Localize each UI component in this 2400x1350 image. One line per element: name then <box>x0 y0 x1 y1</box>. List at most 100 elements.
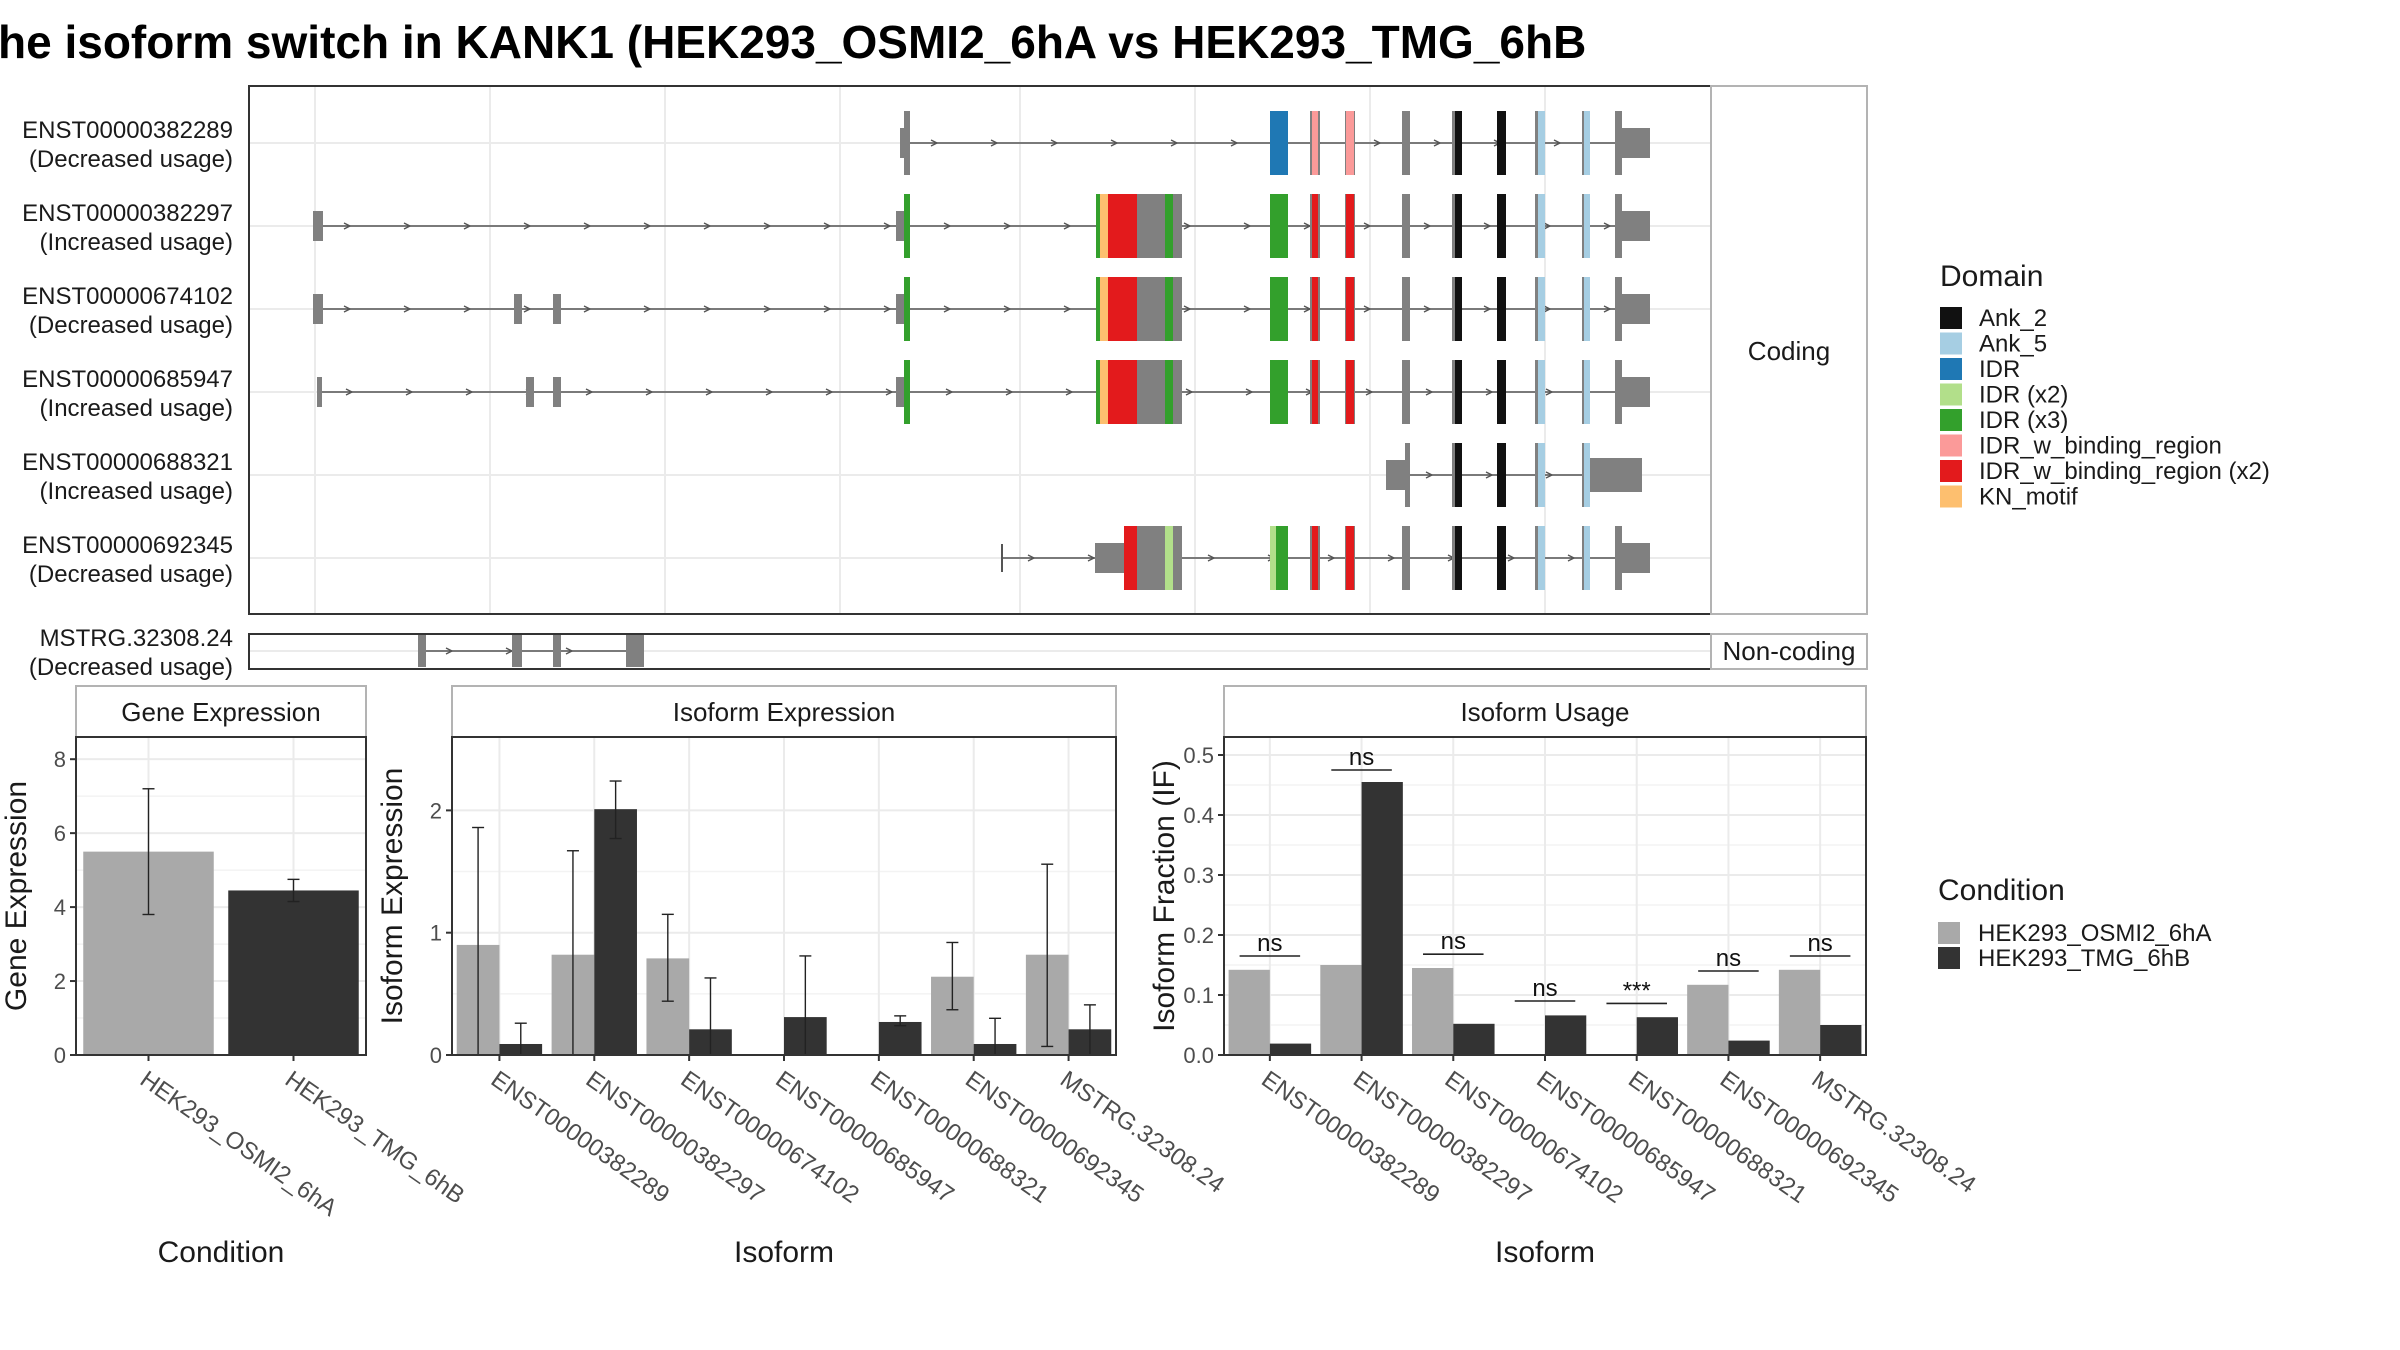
exon <box>1622 377 1650 407</box>
exon <box>553 294 561 324</box>
domain-legend-label: Ank_2 <box>1979 305 2047 332</box>
chart-bar <box>1228 969 1270 1055</box>
intron-arrow <box>403 222 412 230</box>
figure-title: he isoform switch in KANK1 (HEK293_OSMI2… <box>0 16 1586 68</box>
domain-ank2 <box>1497 277 1506 341</box>
chart-bar <box>1820 1025 1862 1055</box>
chart-ytick-label: 0.4 <box>1183 803 1214 828</box>
domain-binding-region <box>1346 277 1354 341</box>
intron-arrow <box>523 222 532 230</box>
transcript-usage-label: (Decreased usage) <box>29 146 233 173</box>
coding-strip-label: Coding <box>1748 336 1830 366</box>
chart-ytick-label: 0.3 <box>1183 863 1214 888</box>
chart-bar <box>1269 1043 1312 1055</box>
intron-arrow <box>763 222 772 230</box>
exon <box>1615 111 1622 175</box>
exon <box>1137 277 1165 341</box>
domain-legend-label: IDR_w_binding_region (x2) <box>1979 458 2270 485</box>
intron-arrow <box>1425 471 1434 479</box>
domain-binding-region <box>1108 277 1137 341</box>
intron-arrow <box>565 647 574 655</box>
coding-strip <box>1710 85 1868 615</box>
chart-ytick-label: 2 <box>54 969 66 994</box>
intron-arrow <box>1485 388 1494 396</box>
chart-ytick-label: 0.0 <box>1183 1043 1214 1068</box>
chart-xtick-label: ENST00000685947 <box>771 1066 959 1209</box>
chart-ytick-label: 2 <box>430 798 442 823</box>
domain-binding-region <box>1346 111 1354 175</box>
intron-arrow <box>1050 139 1059 147</box>
intron-arrow <box>1363 305 1372 313</box>
domain-ank2 <box>1455 526 1462 590</box>
exon <box>526 377 534 407</box>
intron-arrow <box>1245 388 1254 396</box>
exon <box>1615 360 1622 424</box>
intron-arrow <box>1243 305 1252 313</box>
intron-arrow <box>465 388 474 396</box>
domain-ank2 <box>1455 277 1462 341</box>
chart-ytick-label: 4 <box>54 895 66 920</box>
domain-binding-region <box>1108 194 1137 258</box>
exon <box>896 377 906 407</box>
domain-idr-x3 <box>904 194 910 258</box>
intron-arrow <box>1183 222 1192 230</box>
transcript-usage-label: (Increased usage) <box>40 229 233 256</box>
exon <box>1590 458 1642 492</box>
intron-arrow <box>1485 471 1494 479</box>
chart-xtick-label: ENST00000674102 <box>676 1066 864 1209</box>
intron-arrow <box>403 305 412 313</box>
domain-ank2 <box>1497 443 1506 507</box>
exon <box>1622 211 1650 241</box>
chart-ytick-label: 0.2 <box>1183 923 1214 948</box>
chart-ylabel: Isoform Expression <box>376 768 409 1025</box>
exon <box>317 377 322 407</box>
intron-arrow <box>1603 305 1612 313</box>
domain-legend-swatch <box>1940 358 1962 380</box>
intron-arrow <box>343 222 352 230</box>
exon <box>313 211 323 241</box>
intron-arrow <box>463 305 472 313</box>
intron-arrow <box>1027 554 1036 562</box>
chart-border <box>75 736 367 1056</box>
exon <box>1173 360 1182 424</box>
condition-legend-label: HEK293_OSMI2_6hA <box>1978 920 2211 947</box>
domain-ank5 <box>1538 526 1545 590</box>
exon <box>1137 526 1165 590</box>
intron-arrow <box>1185 388 1194 396</box>
intron-arrow <box>1387 554 1396 562</box>
transcript-id-label: ENST00000382289 <box>22 117 233 144</box>
domain-legend-swatch <box>1940 485 1962 508</box>
domain-ank2 <box>1497 194 1506 258</box>
domain-legend-swatch <box>1940 460 1962 482</box>
domain-ank5 <box>1584 194 1590 258</box>
domain-binding-region <box>1312 526 1318 590</box>
chart-xtick-label: ENST00000688321 <box>865 1066 1053 1209</box>
chart-ytick-label: 0.5 <box>1183 743 1214 768</box>
exon <box>896 211 906 241</box>
chart-bar <box>1320 965 1362 1055</box>
exon <box>1622 294 1650 324</box>
domain-kn-motif <box>1100 360 1108 424</box>
exon <box>1402 194 1410 258</box>
domain-binding-region <box>1312 277 1318 341</box>
chart-sig-label: ns <box>1807 930 1832 957</box>
intron-arrow <box>1005 388 1014 396</box>
intron-arrow <box>885 388 894 396</box>
chart-ytick-label: 0.1 <box>1183 983 1214 1008</box>
intron-arrow <box>1483 305 1492 313</box>
domain-legend-swatch <box>1940 434 1962 457</box>
chart-border <box>451 736 1117 1056</box>
noncoding-strip <box>1710 633 1868 670</box>
intron-arrow <box>1545 471 1554 479</box>
domain-ank2 <box>1455 194 1462 258</box>
intron-arrow <box>703 305 712 313</box>
chart-sig-label: ns <box>1441 928 1466 955</box>
domain-legend-label: IDR (x3) <box>1979 407 2068 434</box>
intron-arrow <box>823 305 832 313</box>
transcript-id-label: ENST00000382297 <box>22 200 233 227</box>
domain-ank5 <box>1538 194 1545 258</box>
intron-arrow <box>445 647 454 655</box>
exon <box>896 294 906 324</box>
domain-ank5 <box>1584 111 1590 175</box>
